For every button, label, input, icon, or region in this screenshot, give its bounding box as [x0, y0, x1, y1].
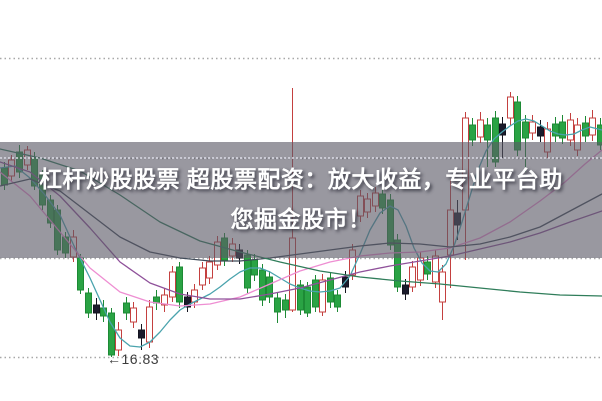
- headline: 杠杆炒股股票 超股票配资：放大收益，专业平台助 您掘金股市！: [0, 159, 602, 239]
- headline-line-2: 您掘金股市！: [230, 206, 372, 232]
- headline-band: [0, 142, 602, 258]
- gridline-inband: [0, 157, 602, 159]
- headline-line-1: 杠杆炒股股票 超股票配资：放大收益，专业平台助: [39, 166, 563, 192]
- price-low-annotation: ←16.83: [107, 351, 160, 367]
